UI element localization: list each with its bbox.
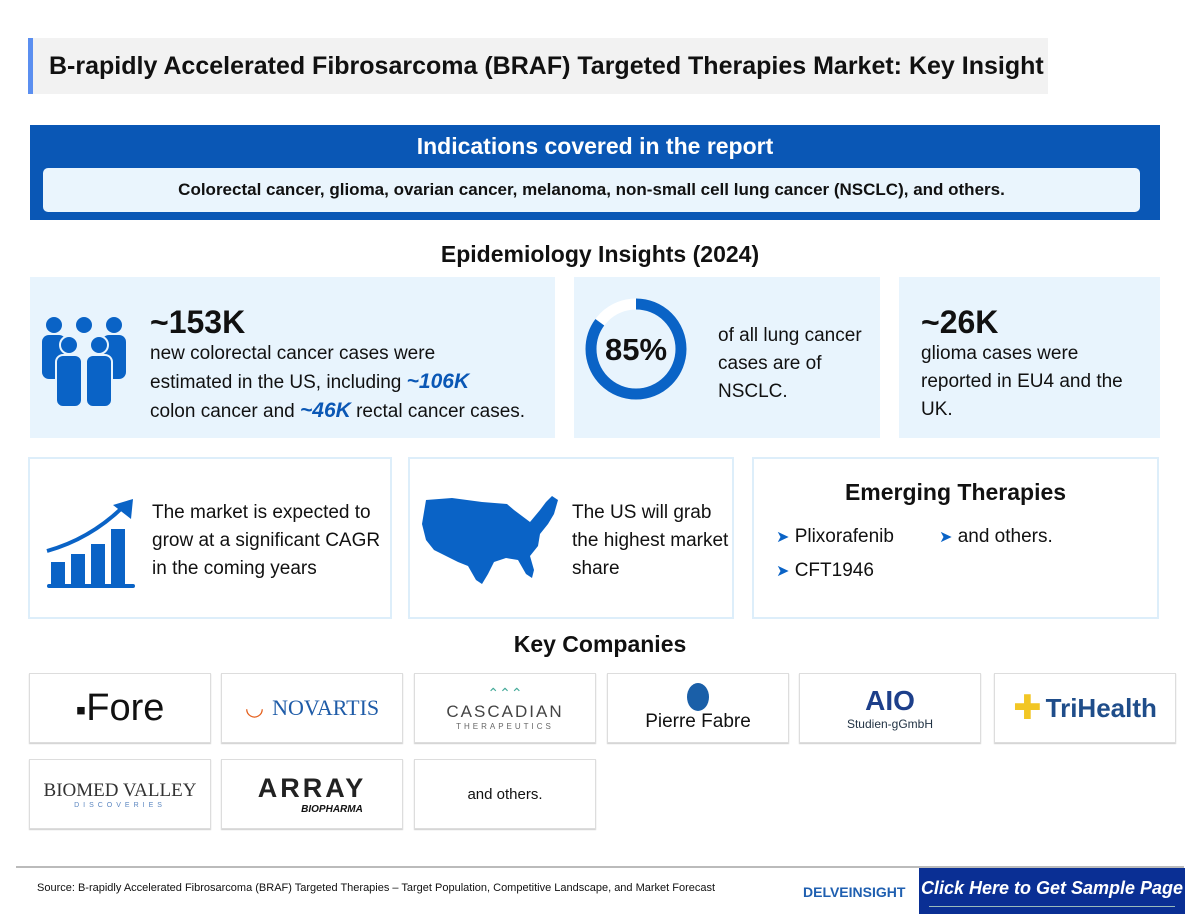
growth-text: The market is expected to grow at a sign…: [152, 502, 381, 579]
logo-pierre-fabre: Pierre Fabre: [607, 673, 789, 743]
companies-heading: Key Companies: [513, 631, 687, 657]
epidemiology-heading: Epidemiology Insights (2024): [440, 241, 760, 267]
get-sample-page-button[interactable]: Click Here to Get Sample Page: [919, 868, 1185, 914]
indications-panel: Indications covered in the report Colore…: [30, 125, 1160, 220]
logo-novartis: ◡ NOVARTIS: [221, 673, 403, 743]
growth-card: The market is expected to grow at a sign…: [28, 457, 392, 619]
nsclc-card: 85% of all lung cancer cases are of NSCL…: [574, 277, 880, 438]
logo-array: ARRAY BIOPHARMA: [221, 759, 403, 829]
colorectal-value: ~153K: [150, 304, 246, 340]
us-map-icon: [422, 496, 558, 584]
logo-aio: AIO Studien-gGmbH: [799, 673, 981, 743]
nsclc-text: of all lung cancer cases are of NSCLC.: [718, 325, 862, 402]
chevron-right-icon: ➤: [776, 529, 790, 546]
indications-heading: Indications covered in the report: [416, 133, 774, 159]
logo-others: and others.: [414, 759, 596, 829]
logo-fore: ▪︎Fore: [29, 673, 211, 743]
chevron-right-icon: ➤: [939, 529, 953, 546]
source-text: Source: B-rapidly Accelerated Fibrosarco…: [37, 882, 716, 894]
growth-chart-icon: [46, 499, 135, 588]
therapy-item: ➤ and others.: [939, 526, 1053, 547]
emerging-heading: Emerging Therapies: [844, 479, 1067, 505]
therapy-item: ➤ Plixorafenib: [776, 526, 894, 547]
indications-text: Colorectal cancer, glioma, ovarian cance…: [43, 168, 1140, 212]
page-title: B-rapidly Accelerated Fibrosarcoma (BRAF…: [28, 38, 1048, 94]
footer-divider: [16, 866, 1184, 868]
us-market-text: The US will grab the highest market shar…: [572, 502, 729, 579]
glioma-card: ~26K glioma cases were reported in EU4 a…: [899, 277, 1160, 438]
logo-cascadian: ⌃⌃⌃ CASCADIAN THERAPEUTICS: [414, 673, 596, 743]
people-group-icon: [42, 317, 126, 407]
logo-biomed-valley: BIOMED VALLEY DISCOVERIES: [29, 759, 211, 829]
delveinsight-logo: DELVEINSIGHT: [803, 884, 906, 900]
glioma-text: glioma cases were reported in EU4 and th…: [921, 343, 1123, 420]
therapy-item: ➤ CFT1946: [776, 560, 874, 581]
ring-fill: [585, 298, 687, 400]
nsclc-percent-ring: [585, 298, 687, 400]
logo-trihealth: ✚ TriHealth: [994, 673, 1176, 743]
nsclc-percent: 85%: [604, 332, 668, 367]
chevron-right-icon: ➤: [776, 563, 790, 580]
glioma-value: ~26K: [921, 304, 999, 340]
us-market-card: The US will grab the highest market shar…: [408, 457, 734, 619]
emerging-therapies-card: Emerging Therapies ➤ Plixorafenib ➤ CFT1…: [752, 457, 1159, 619]
colorectal-text: new colorectal cancer cases were estimat…: [150, 343, 526, 422]
colorectal-card: ~153K new colorectal cancer cases were e…: [30, 277, 555, 438]
